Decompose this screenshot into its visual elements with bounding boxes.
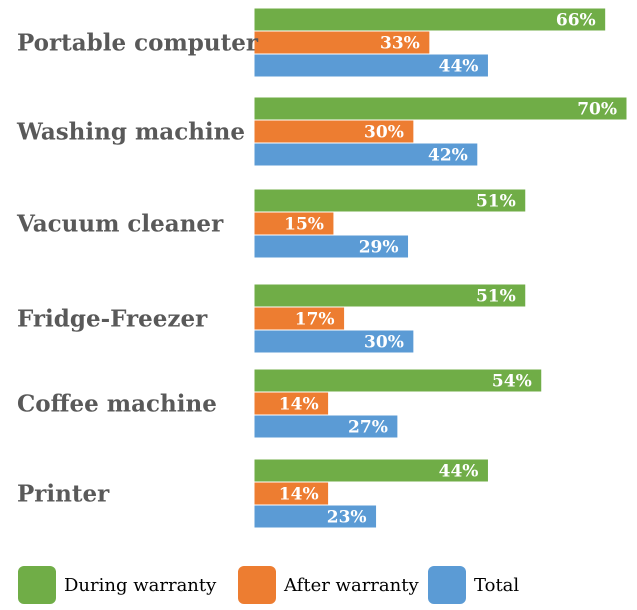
category-label-fridge-freezer: Fridge-Freezer [17, 306, 208, 333]
bar-portable-computer-total [253, 53, 489, 78]
bar-washing-machine-during-warranty [253, 96, 628, 121]
value-label-printer-during-warranty: 44% [439, 462, 479, 482]
legend-label-total: Total [474, 575, 519, 596]
legend-swatch-during-warranty [18, 566, 56, 604]
value-label-coffee-machine-during-warranty: 54% [492, 372, 532, 392]
bar-coffee-machine-total [253, 414, 399, 439]
bar-fridge-freezer-total [253, 329, 415, 354]
value-label-vacuum-cleaner-after-warranty: 15% [284, 215, 324, 235]
bar-vacuum-cleaner-during-warranty [253, 188, 527, 213]
bar-vacuum-cleaner-total [253, 234, 410, 259]
value-label-vacuum-cleaner-during-warranty: 51% [476, 192, 516, 212]
legend-label-during-warranty: During warranty [64, 575, 217, 596]
legend-swatch-after-warranty [238, 566, 276, 604]
value-label-printer-total: 23% [327, 508, 367, 528]
bar-fridge-freezer-during-warranty [253, 283, 527, 308]
value-label-printer-after-warranty: 14% [279, 485, 319, 505]
bar-printer-during-warranty [253, 458, 489, 483]
category-label-portable-computer: Portable computer [17, 30, 259, 57]
value-label-portable-computer-total: 44% [439, 57, 479, 77]
bar-printer-total [253, 504, 378, 529]
category-label-washing-machine: Washing machine [16, 119, 245, 146]
category-label-printer: Printer [17, 481, 110, 508]
value-label-washing-machine-after-warranty: 30% [364, 123, 404, 143]
value-label-portable-computer-during-warranty: 66% [556, 11, 596, 31]
bar-coffee-machine-during-warranty [253, 368, 543, 393]
value-label-fridge-freezer-after-warranty: 17% [295, 310, 335, 330]
value-label-portable-computer-after-warranty: 33% [380, 34, 420, 54]
value-label-washing-machine-during-warranty: 70% [577, 100, 617, 120]
legend: During warranty After warranty Total [18, 566, 519, 604]
value-label-coffee-machine-after-warranty: 14% [279, 395, 319, 415]
category-label-vacuum-cleaner: Vacuum cleaner [16, 211, 224, 238]
value-label-vacuum-cleaner-total: 29% [359, 238, 399, 258]
value-label-fridge-freezer-total: 30% [364, 333, 404, 353]
value-label-coffee-machine-total: 27% [348, 418, 388, 438]
bar-portable-computer-during-warranty [253, 7, 607, 32]
value-label-fridge-freezer-during-warranty: 51% [476, 287, 516, 307]
category-labels: Portable computer Washing machine Vacuum c… [16, 30, 259, 508]
legend-swatch-total [428, 566, 466, 604]
legend-label-after-warranty: After warranty [283, 575, 419, 596]
value-label-washing-machine-total: 42% [428, 146, 468, 166]
category-label-coffee-machine: Coffee machine [17, 391, 217, 418]
bar-washing-machine-total [253, 142, 479, 167]
bars-layer: 66% 33% 44% 70% 30% 42% 51% 15% 29% 51% 17% 30% 54% 1… [253, 7, 628, 529]
